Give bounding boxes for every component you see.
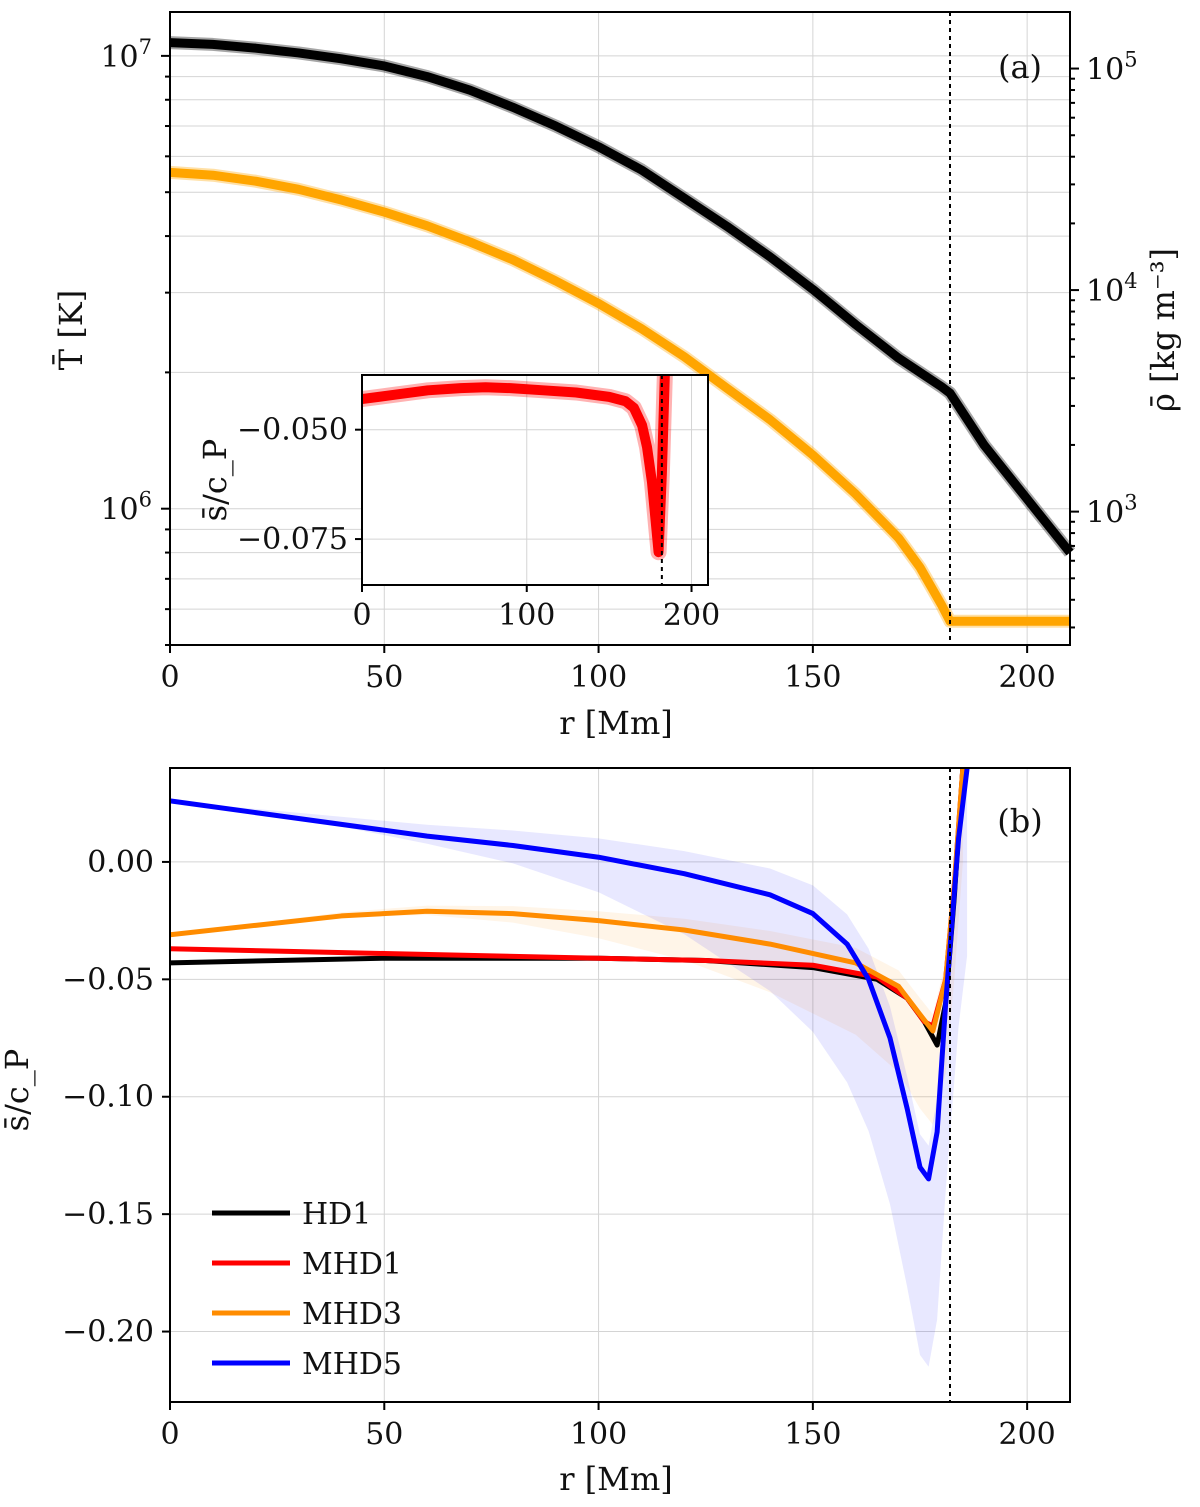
x-tick-label: 200 <box>999 1417 1056 1452</box>
panel-b-label: (b) <box>997 802 1042 840</box>
panel-a-x-ticks: 0 50 100 150 200 <box>160 645 1056 695</box>
x-tick-label: 150 <box>784 1417 841 1452</box>
y-right-tick-label: 105 <box>1086 48 1138 88</box>
y-left-tick-label: 107 <box>100 35 152 75</box>
x-tick-label: 50 <box>365 660 403 695</box>
legend-label-hd1: HD1 <box>302 1197 371 1232</box>
x-tick-label: 200 <box>999 660 1056 695</box>
panel-a-x-axis-label: r [Mm] <box>559 704 673 742</box>
x-tick-label: 150 <box>784 660 841 695</box>
inset-y-tick-label: −0.075 <box>237 522 348 557</box>
y-tick-label: −0.10 <box>62 1080 154 1115</box>
series-mhd5 <box>170 768 970 1182</box>
panel-a-label: (a) <box>998 48 1042 86</box>
panel-a-frame <box>169 11 1071 646</box>
inset-x-tick-label: 100 <box>498 598 555 633</box>
panel-b-series <box>170 768 970 1182</box>
inset-entropy-plot: 0 100 200 −0.050 −0.075 s̄/c_P <box>196 374 720 633</box>
inset-y-ticks: −0.050 −0.075 <box>237 413 362 557</box>
x-tick-label: 100 <box>570 1417 627 1452</box>
legend-label-mhd5: MHD5 <box>302 1347 402 1382</box>
y-tick-label: −0.20 <box>62 1315 154 1350</box>
inset-x-ticks: 0 100 200 <box>352 585 720 633</box>
inset-x-tick-label: 0 <box>352 598 371 633</box>
inset-y-axis-label: s̄/c_P <box>196 439 234 522</box>
inset-series-hd1 <box>362 375 670 558</box>
series-temperature <box>169 38 1074 556</box>
inset-grid <box>361 375 708 585</box>
y-right-tick-label: 103 <box>1086 491 1138 531</box>
y-tick-label: 0.00 <box>87 845 154 880</box>
envelope-mhd3 <box>170 768 963 1125</box>
panel-a: 0 50 100 150 200 106 107 103 104 105 (a) r [Mm]… <box>52 11 1182 742</box>
x-tick-label: 0 <box>160 1417 179 1452</box>
panel-a-series <box>169 38 1074 626</box>
y-left-tick-label: 106 <box>100 488 152 528</box>
inset-frame <box>361 374 709 586</box>
legend-label-mhd3: MHD3 <box>302 1297 402 1332</box>
panel-b-grid <box>169 768 1070 1402</box>
panel-b-y-ticks: 0.00 −0.05 −0.10 −0.15 −0.20 <box>62 845 170 1350</box>
panel-b: 0 50 100 150 200 0.00 −0.05 −0.10 −0.15 −0.20 (b… <box>0 767 1071 1498</box>
panel-b-x-axis-label: r [Mm] <box>559 1460 673 1498</box>
legend-label-mhd1: MHD1 <box>302 1247 402 1282</box>
panel-a-y-left-ticks: 106 107 <box>100 35 170 646</box>
inset-x-tick-label: 200 <box>663 598 720 633</box>
panel-a-y-right-ticks: 103 104 105 <box>1070 48 1138 629</box>
inset-series <box>362 375 670 558</box>
x-tick-label: 0 <box>160 660 179 695</box>
series-density <box>169 167 1070 626</box>
y-right-tick-label: 104 <box>1086 269 1138 309</box>
y-tick-label: −0.15 <box>62 1197 154 1232</box>
panel-b-legend: HD1 MHD1 MHD3 MHD5 <box>212 1197 402 1382</box>
series-mhd3 <box>170 768 966 1034</box>
x-tick-label: 100 <box>570 660 627 695</box>
y-tick-label: −0.05 <box>62 962 154 997</box>
panel-b-x-ticks: 0 50 100 150 200 <box>160 1402 1056 1452</box>
panel-a-y-left-axis-label: T̄ [K] <box>52 290 90 370</box>
panel-b-frame <box>169 767 1071 1403</box>
envelope-mhd5 <box>170 768 968 1367</box>
panel-b-scatter-bands <box>170 768 968 1367</box>
x-tick-label: 50 <box>365 1417 403 1452</box>
panel-b-y-axis-label: s̄/c_P <box>0 1049 36 1132</box>
inset-y-tick-label: −0.050 <box>237 413 348 448</box>
panel-a-y-right-axis-label: ρ̄ [kg m⁻³] <box>1144 248 1182 412</box>
